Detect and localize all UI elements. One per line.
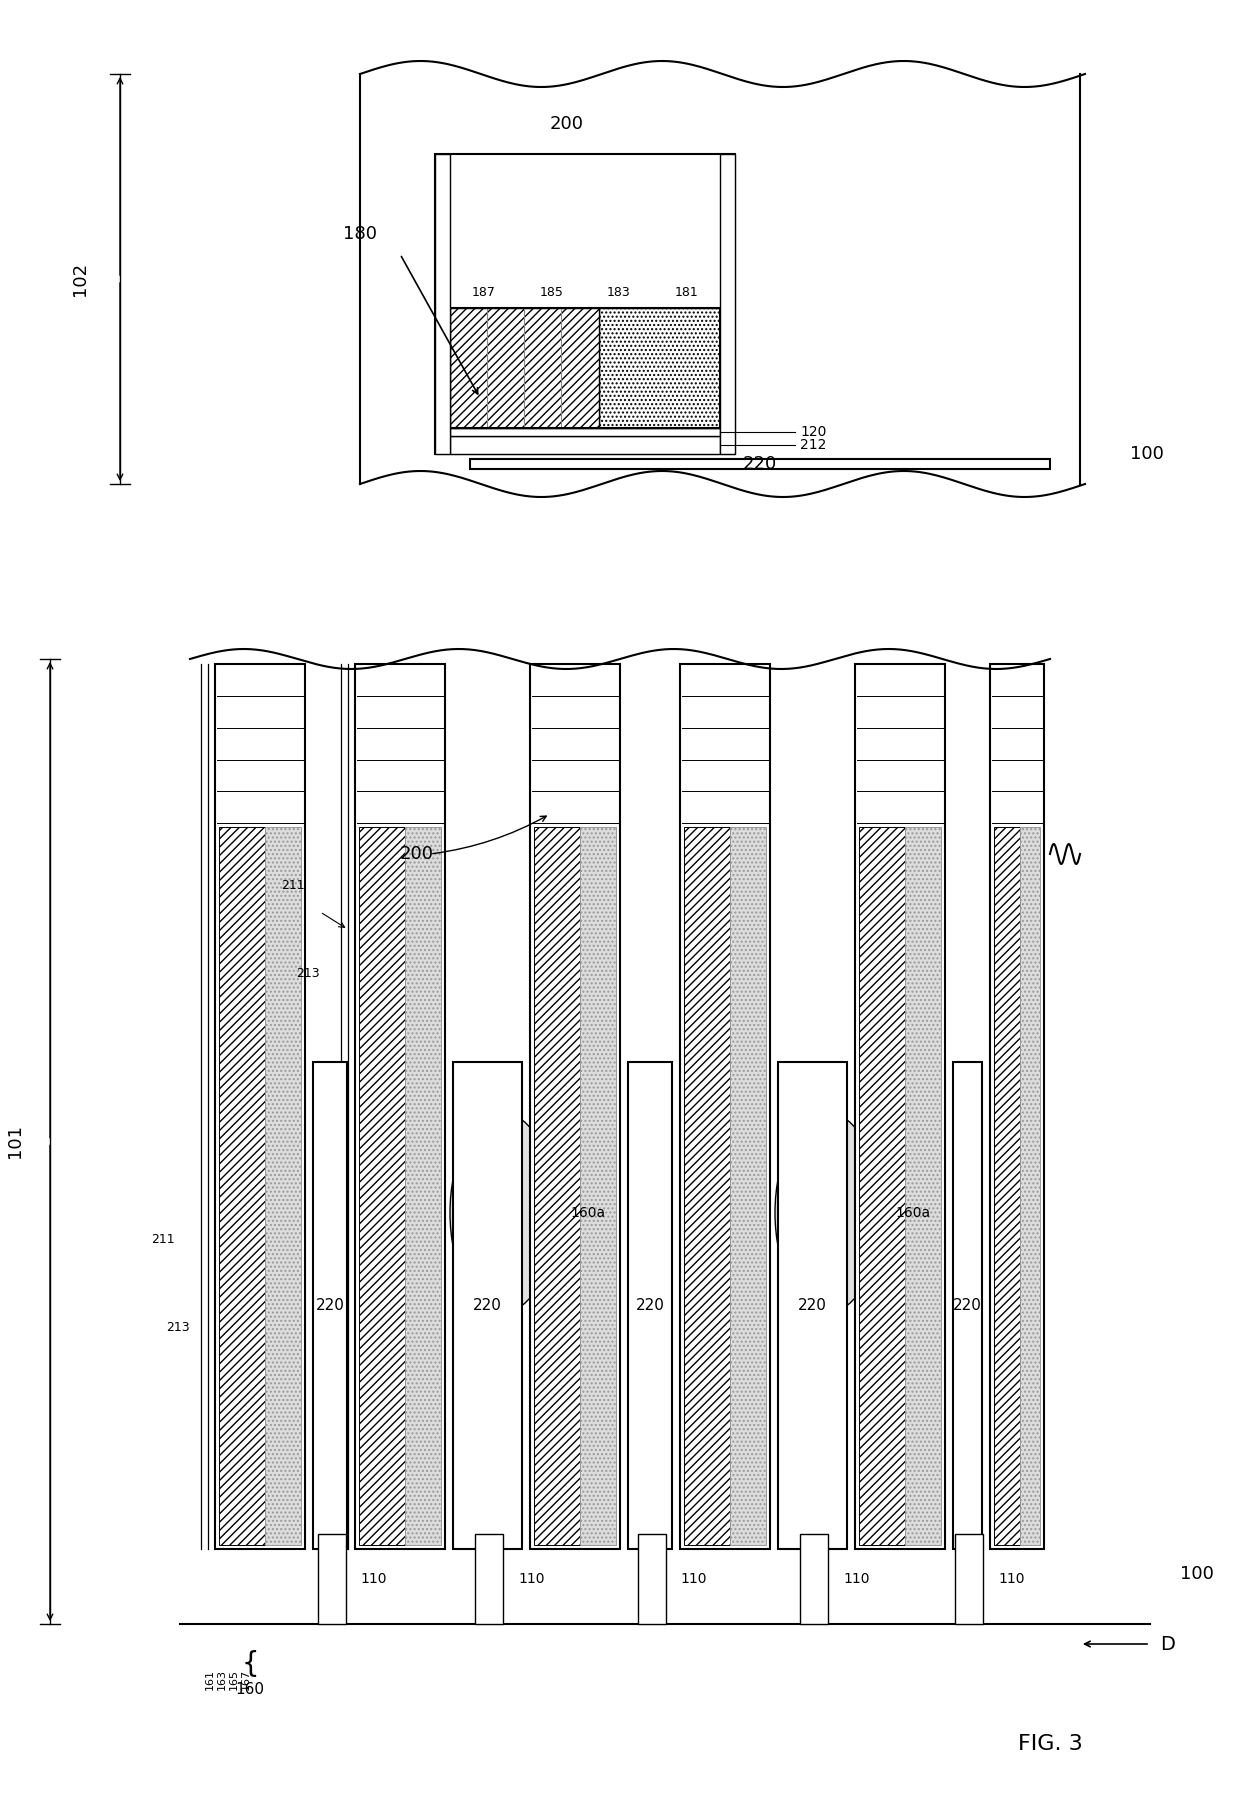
Text: 220: 220	[743, 455, 777, 473]
Bar	[215, 664, 305, 1550]
Bar	[435, 153, 450, 455]
Text: 102: 102	[71, 262, 89, 296]
Text: 160: 160	[236, 1681, 264, 1696]
Bar	[435, 153, 735, 455]
Text: 165: 165	[229, 1669, 239, 1690]
Text: 187: 187	[471, 287, 496, 299]
Text: 220: 220	[954, 1299, 982, 1313]
Bar	[729, 828, 766, 1544]
Text: 110: 110	[361, 1571, 387, 1586]
Bar	[627, 1063, 672, 1550]
Text: 100: 100	[1130, 446, 1164, 464]
Bar	[859, 828, 904, 1544]
Bar	[955, 1533, 983, 1624]
Text: 160a: 160a	[570, 1205, 605, 1220]
Text: 220: 220	[315, 1299, 345, 1313]
Text: 185: 185	[539, 287, 563, 299]
Bar	[355, 664, 445, 1550]
Text: 211: 211	[281, 879, 305, 891]
Text: 200: 200	[551, 115, 584, 133]
Bar	[599, 308, 720, 428]
Bar	[317, 1533, 346, 1624]
Bar	[990, 664, 1044, 1550]
Bar	[684, 828, 729, 1544]
Bar	[800, 1533, 828, 1624]
Bar	[1019, 828, 1040, 1544]
Text: 200: 200	[401, 844, 434, 862]
Ellipse shape	[775, 1113, 880, 1313]
Bar	[475, 1533, 503, 1624]
Bar	[404, 828, 441, 1544]
Ellipse shape	[450, 1113, 556, 1313]
Bar	[637, 1533, 666, 1624]
Text: 220: 220	[474, 1299, 502, 1313]
Text: D: D	[1159, 1634, 1174, 1654]
Text: 181: 181	[675, 287, 698, 299]
Text: 180: 180	[343, 226, 377, 244]
Bar	[777, 1063, 847, 1550]
Bar	[856, 664, 945, 1550]
Bar	[904, 828, 941, 1544]
Text: FIG. 3: FIG. 3	[1018, 1734, 1083, 1753]
Text: 110: 110	[518, 1571, 544, 1586]
Bar	[579, 828, 616, 1544]
Bar	[219, 828, 264, 1544]
Bar	[312, 1063, 347, 1550]
Bar	[680, 664, 770, 1550]
Bar	[450, 308, 599, 428]
Bar	[534, 828, 579, 1544]
Text: 167: 167	[241, 1669, 250, 1690]
Bar	[994, 828, 1019, 1544]
Text: 220: 220	[799, 1299, 827, 1313]
Bar	[720, 153, 735, 455]
Text: 160a: 160a	[895, 1205, 930, 1220]
Text: 120: 120	[800, 426, 826, 438]
Bar	[360, 828, 404, 1544]
Bar	[954, 1063, 982, 1550]
Text: 110: 110	[843, 1571, 869, 1586]
Text: 213: 213	[166, 1321, 190, 1335]
Bar	[470, 458, 1050, 469]
Text: 213: 213	[296, 967, 320, 980]
Bar	[450, 308, 720, 428]
Text: 161: 161	[205, 1669, 215, 1690]
Text: 100: 100	[1180, 1566, 1214, 1582]
Text: 220: 220	[636, 1299, 665, 1313]
Bar	[450, 428, 720, 437]
Bar	[264, 828, 301, 1544]
Bar	[529, 664, 620, 1550]
Bar	[453, 1063, 522, 1550]
Text: 211: 211	[151, 1232, 175, 1247]
Text: 183: 183	[606, 287, 631, 299]
Text: 163: 163	[217, 1669, 227, 1690]
Text: {: {	[242, 1651, 259, 1678]
Bar	[450, 437, 720, 455]
Text: 101: 101	[6, 1124, 24, 1158]
Text: 212: 212	[800, 438, 826, 453]
Text: 110: 110	[681, 1571, 707, 1586]
Text: 110: 110	[998, 1571, 1024, 1586]
